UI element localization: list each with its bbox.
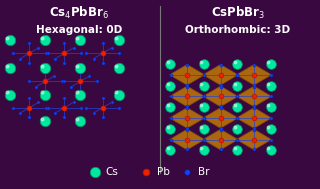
Polygon shape [236, 129, 271, 150]
Text: Pb: Pb [157, 167, 170, 177]
Polygon shape [236, 65, 271, 85]
Polygon shape [203, 86, 238, 107]
Polygon shape [236, 108, 271, 128]
Polygon shape [170, 108, 204, 128]
Polygon shape [170, 86, 204, 107]
Text: Cs$_4$PbBr$_6$: Cs$_4$PbBr$_6$ [49, 5, 109, 21]
Text: Orthorhombic: 3D: Orthorhombic: 3D [186, 25, 291, 35]
Text: Hexagonal: 0D: Hexagonal: 0D [36, 25, 122, 35]
Text: Br: Br [198, 167, 210, 177]
Polygon shape [170, 65, 204, 85]
Polygon shape [203, 129, 238, 150]
Polygon shape [203, 65, 238, 85]
Polygon shape [236, 86, 271, 107]
Polygon shape [170, 129, 204, 150]
Text: Cs: Cs [106, 167, 119, 177]
Polygon shape [203, 108, 238, 128]
Text: CsPbBr$_3$: CsPbBr$_3$ [211, 5, 265, 21]
